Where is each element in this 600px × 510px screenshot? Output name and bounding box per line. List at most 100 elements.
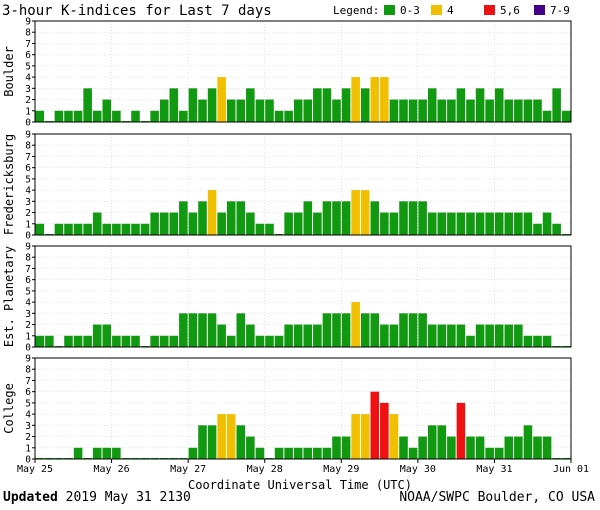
bar (73, 223, 83, 235)
updated-timestamp: Updated 2019 May 31 2130 (3, 490, 191, 505)
bar (447, 99, 456, 122)
bar (255, 335, 265, 347)
panel-frame (34, 133, 572, 236)
bar (523, 212, 533, 235)
bar (466, 212, 475, 235)
bar (73, 335, 83, 347)
bar (274, 110, 284, 122)
legend-entry-label: 7-9 (550, 4, 570, 17)
bar (485, 212, 494, 235)
bar (351, 302, 360, 347)
x-axis-label: Coordinate Universal Time (UTC) (188, 478, 412, 492)
y-tick-label: 9 (25, 17, 31, 28)
y-tick-label: 2 (25, 95, 31, 106)
y-tick-label: 5 (25, 398, 31, 409)
legend-entry-label: 4 (447, 4, 454, 17)
bar (552, 223, 561, 235)
bar (533, 335, 542, 347)
bar (207, 425, 217, 459)
bar (504, 436, 514, 459)
bar (494, 212, 504, 235)
bar (380, 77, 389, 122)
bar (293, 99, 303, 122)
legend-swatch-0 (384, 5, 395, 15)
bar (389, 414, 399, 459)
bar (542, 436, 552, 459)
bar (207, 313, 217, 347)
bar (389, 99, 399, 122)
bar (360, 190, 370, 235)
bar (131, 110, 140, 122)
bar (341, 313, 351, 347)
bar (427, 425, 437, 459)
x-tick-label: May 27 (170, 464, 206, 475)
bar (83, 335, 92, 347)
bar (112, 110, 121, 122)
panels: 0123456789Boulder0123456789Fredericksbur… (2, 17, 572, 466)
bar (418, 313, 427, 347)
legend-entry-label: 5,6 (500, 4, 520, 17)
bar (437, 99, 447, 122)
y-tick-label: 7 (25, 376, 31, 387)
bar (466, 436, 475, 459)
bar (418, 99, 427, 122)
bar (313, 212, 322, 235)
bar (475, 88, 485, 122)
x-tick-label: May 29 (323, 464, 359, 475)
bar (226, 414, 236, 459)
bar (236, 201, 246, 235)
bar (456, 324, 466, 347)
bar (150, 110, 159, 122)
panel-label: Est. Planetary (2, 246, 16, 347)
bar (112, 223, 121, 235)
bar (140, 223, 150, 235)
y-tick-label: 2 (25, 432, 31, 443)
bar (284, 212, 293, 235)
bar (447, 436, 456, 459)
y-tick-label: 1 (25, 219, 31, 230)
bar (370, 77, 380, 122)
bar (265, 335, 274, 347)
bar (102, 99, 112, 122)
bar (322, 88, 332, 122)
panel-frame (34, 357, 572, 460)
bar (35, 223, 45, 235)
bar (542, 212, 552, 235)
bar (255, 447, 265, 459)
bar (217, 77, 226, 122)
bar (360, 313, 370, 347)
bar (303, 447, 313, 459)
bar (408, 201, 418, 235)
bar (533, 99, 542, 122)
bar (102, 324, 112, 347)
y-tick-label: 3 (25, 309, 31, 320)
bar (341, 436, 351, 459)
bar (418, 201, 427, 235)
bar (303, 324, 313, 347)
bar (293, 212, 303, 235)
bar (35, 335, 45, 347)
bar (188, 447, 198, 459)
bar (504, 212, 514, 235)
bar (380, 212, 389, 235)
y-tick-label: 1 (25, 106, 31, 117)
bar (427, 212, 437, 235)
panel-frame (34, 20, 572, 123)
bar (399, 313, 408, 347)
bar (179, 201, 188, 235)
bar (351, 414, 360, 459)
y-tick-label: 4 (25, 410, 31, 421)
bar (332, 99, 341, 122)
bar (131, 223, 140, 235)
bar (408, 99, 418, 122)
y-tick-label: 3 (25, 84, 31, 95)
bar (533, 436, 542, 459)
y-tick-label: 8 (25, 253, 31, 264)
y-tick-label: 7 (25, 152, 31, 163)
bar (437, 425, 447, 459)
y-tick-label: 9 (25, 354, 31, 365)
bar (494, 447, 504, 459)
